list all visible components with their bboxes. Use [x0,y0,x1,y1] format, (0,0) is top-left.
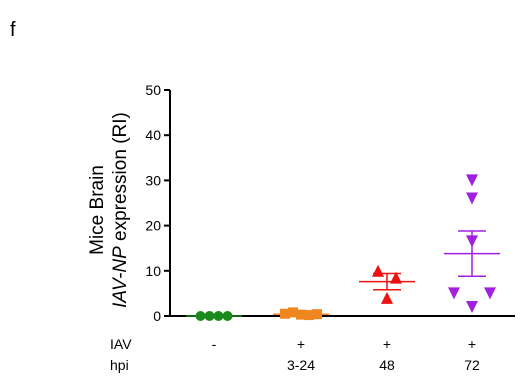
hpi-row-label: hpi [110,357,129,373]
y-axis-label-italic: IAV-NP [110,246,131,308]
y-tick-label: 40 [145,127,161,143]
y-axis-label: Mice Brain IAV-NP expression (RI) [87,112,131,308]
y-axis-label-line2: IAV-NP expression (RI) [110,112,131,308]
data-point [466,300,478,313]
iav-row-label: IAV [110,336,132,352]
data-point [372,264,384,277]
data-point [484,287,496,300]
hpi-label: 3-24 [287,357,315,373]
iav-label: + [468,336,476,352]
y-ticks: 0 10 20 30 40 50 [145,82,170,324]
y-tick-label: 30 [145,172,161,188]
iav-label: + [297,336,305,352]
y-axis-label-rest: expression (RI) [110,112,131,246]
data-point [390,271,402,284]
error-bars [186,230,500,317]
y-tick-label: 0 [153,308,161,324]
data-point [466,174,478,187]
y-axis-label-line1: Mice Brain [87,165,108,255]
data-points [195,174,496,321]
data-point [448,287,460,300]
data-point [381,291,393,304]
data-point [288,307,298,318]
y-tick-label: 50 [145,82,161,98]
data-point [466,192,478,205]
hpi-label: 72 [464,357,480,373]
iav-label: - [212,336,217,352]
x-category-labels: - +3-24 +48 +72 [212,336,480,373]
y-tick-label: 20 [145,218,161,234]
axes [169,90,515,317]
y-tick-label: 10 [145,263,161,279]
iav-label: + [383,336,391,352]
panel-letter: f [10,19,16,41]
hpi-label: 48 [379,357,395,373]
